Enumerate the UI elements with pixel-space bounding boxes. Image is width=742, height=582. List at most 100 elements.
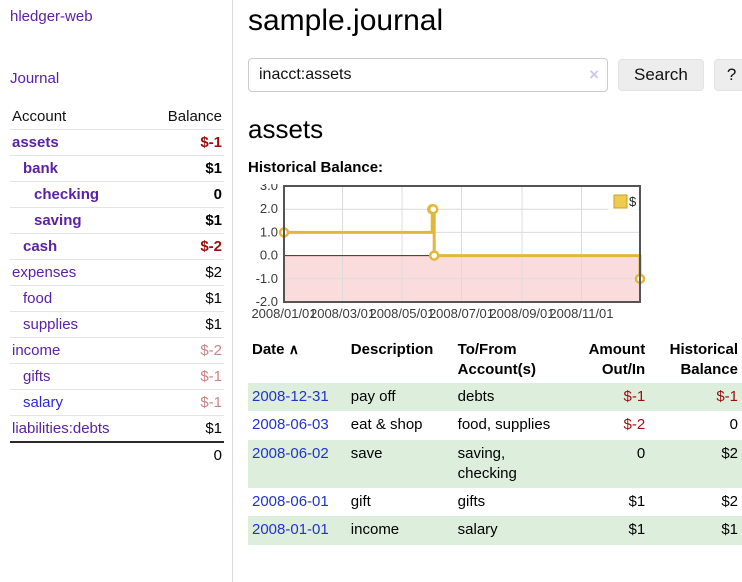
txn-date-cell: 2008-06-01 (248, 488, 347, 516)
account-name-cell: salary (10, 389, 147, 416)
account-link[interactable]: assets (12, 134, 59, 151)
search-box: × (248, 58, 608, 92)
account-name-cell: liabilities:debts (10, 415, 147, 442)
txn-amount-cell: $1 (628, 521, 646, 539)
search-input[interactable] (248, 58, 608, 92)
account-link[interactable]: cash (23, 238, 58, 255)
txn-amount-cell: $1 (628, 493, 646, 510)
page-title: sample.journal (248, 4, 444, 37)
account-link[interactable]: salary (23, 394, 64, 411)
account-balance-cell: $-1 (146, 129, 224, 156)
accounts-total-value: 0 (146, 441, 224, 468)
account-link[interactable]: gifts (23, 368, 51, 385)
txn-date-link[interactable]: 2008-12-31 (252, 388, 329, 405)
sidebar-item-journal[interactable]: Journal (10, 70, 60, 87)
account-link[interactable]: saving (34, 212, 82, 229)
sidebar: hledger-web Journal Account Balance asse… (0, 0, 233, 582)
account-balance-cell: $-1 (146, 389, 224, 416)
svg-text:2008/03/01: 2008/03/01 (310, 306, 375, 321)
account-link[interactable]: checking (34, 186, 100, 203)
svg-text:3.0: 3.0 (260, 184, 278, 193)
account-link[interactable]: food (23, 290, 53, 307)
historical-balance-chart: $3.0 2.0 1.0 0.0 -1.0 -2.02008/01/012008/03/0… (251, 184, 646, 321)
svg-text:1.0: 1.0 (260, 224, 278, 239)
account-name-cell: gifts (10, 363, 147, 390)
transactions-table: Date ∧ Description To/From Account(s) Amount… (248, 336, 742, 545)
account-row: bank $1 (10, 155, 224, 182)
sort-asc-icon: ∧ (288, 341, 299, 357)
transaction-row: 2008-01-01 income salary $1 $1 (248, 516, 742, 545)
account-balance-cell: $1 (146, 155, 224, 182)
accounts-table: Account Balance assets $-1 bank $1 checking 0… (10, 104, 224, 468)
txn-description-cell: pay off (350, 388, 396, 405)
txn-balance-cell: 0 (729, 416, 738, 434)
svg-text:2008/05/01: 2008/05/01 (369, 306, 434, 321)
txn-date-link[interactable]: 2008-06-03 (252, 416, 329, 434)
txn-date-cell: 2008-06-03 (248, 411, 347, 439)
search-bar: × Search ? (248, 58, 742, 92)
transactions-column-header: Amount Out/In (588, 341, 646, 378)
account-name-cell: assets (10, 129, 147, 156)
account-row: checking 0 (10, 181, 224, 208)
app-title-link[interactable]: hledger-web (10, 8, 93, 25)
account-name-cell: food (10, 285, 147, 312)
account-balance-cell: $2 (146, 259, 224, 286)
svg-text:2008/01/01: 2008/01/01 (251, 306, 316, 321)
account-link[interactable]: liabilities:debts (12, 420, 110, 437)
account-name-cell: saving (10, 207, 147, 234)
txn-description-cell: eat & shop (350, 416, 423, 434)
accounts-header-balance: Balance (167, 108, 222, 125)
txn-date-cell: 2008-01-01 (248, 516, 347, 544)
txn-amount-cell: 0 (636, 444, 646, 462)
account-row: cash $-2 (10, 233, 224, 260)
account-row: gifts $-1 (10, 363, 224, 390)
account-balance-cell: 0 (146, 181, 224, 208)
account-row: food $1 (10, 285, 224, 312)
transactions-header-row: Date ∧ Description To/From Account(s) Amount… (248, 336, 742, 383)
txn-accounts-cell: gifts (457, 493, 486, 510)
accounts-total-spacer (10, 441, 147, 468)
txn-amount-cell: $-2 (623, 416, 646, 434)
account-row: assets $-1 (10, 129, 224, 156)
account-name-cell: cash (10, 233, 147, 260)
account-balance-cell: $-2 (146, 337, 224, 364)
svg-text:0.0: 0.0 (260, 248, 278, 263)
help-button[interactable]: ? (713, 59, 742, 91)
chart-title: Historical Balance: (248, 159, 384, 176)
txn-balance-cell: $1 (721, 521, 738, 539)
account-link[interactable]: expenses (12, 264, 77, 281)
account-row: income $-2 (10, 337, 224, 364)
svg-text:2008/07/01: 2008/07/01 (429, 306, 494, 321)
txn-balance-cell: $2 (721, 493, 738, 510)
transactions-column-header: To/From Account(s) (457, 341, 536, 378)
account-balance-cell: $-2 (146, 233, 224, 260)
account-link[interactable]: income (12, 342, 61, 359)
search-button[interactable]: Search (618, 59, 704, 91)
transaction-row: 2008-12-31 pay off debts $-1 $-1 (248, 383, 742, 412)
txn-amount-cell: $-1 (623, 388, 646, 405)
account-balance-cell: $-1 (146, 363, 224, 390)
accounts-total-row: 0 (10, 441, 224, 468)
txn-balance-cell: $2 (721, 444, 738, 462)
transactions-column-header[interactable]: Date ∧ (252, 341, 299, 358)
txn-accounts-cell: food, supplies (457, 416, 551, 434)
account-balance-cell: $1 (146, 285, 224, 312)
txn-date-link[interactable]: 2008-06-02 (252, 444, 329, 462)
svg-text:2008/11/01: 2008/11/01 (549, 306, 613, 321)
account-link[interactable]: bank (23, 160, 59, 177)
txn-description-cell: income (350, 521, 400, 539)
account-link[interactable]: supplies (23, 316, 79, 333)
accounts-header-row: Account Balance (10, 104, 224, 130)
account-row: liabilities:debts $1 (10, 415, 224, 442)
account-name-cell: supplies (10, 311, 147, 338)
transactions-column-header: Description (350, 341, 434, 358)
txn-date-link[interactable]: 2008-01-01 (252, 521, 329, 539)
account-row: salary $-1 (10, 389, 224, 416)
account-row: saving $1 (10, 207, 224, 234)
txn-date-link[interactable]: 2008-06-01 (252, 493, 329, 510)
transactions-column-header: Historical Balance (669, 341, 738, 378)
clear-search-icon[interactable]: × (589, 65, 599, 84)
account-name-cell: expenses (10, 259, 147, 286)
account-name-cell: bank (10, 155, 147, 182)
txn-accounts-cell: salary (457, 521, 498, 539)
